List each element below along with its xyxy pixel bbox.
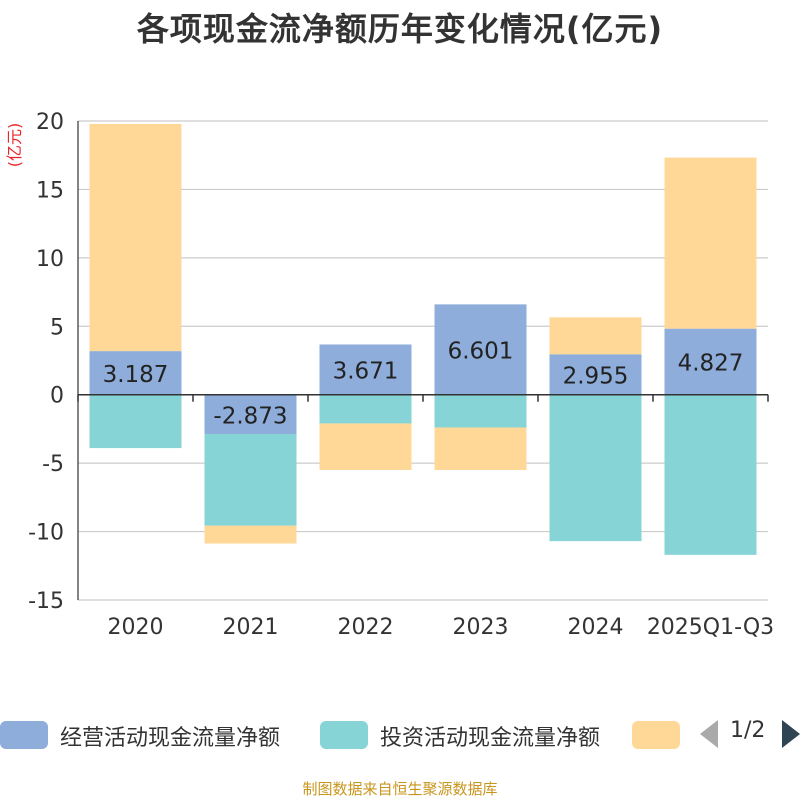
legend: 经营活动现金流量净额 投资活动现金流量净额 [0, 716, 800, 756]
y-tick-label: 0 [50, 384, 64, 409]
legend-swatch-financing [632, 721, 680, 749]
source-footnote: 制图数据来自恒生聚源数据库 [302, 780, 498, 798]
y-tick-label: 20 [36, 110, 64, 135]
legend-page-indicator: 1/2 [730, 718, 766, 743]
legend-label-operating: 经营活动现金流量净额 [60, 726, 281, 751]
bar-series3-2022[interactable] [319, 423, 412, 470]
bar-series3-2021[interactable] [204, 525, 297, 544]
legend-label-investing: 投资活动现金流量净额 [380, 726, 601, 751]
data-label: 6.601 [448, 339, 514, 365]
y-tick-label: -15 [28, 589, 64, 614]
y-tick-label: 5 [50, 315, 64, 340]
y-tick-label: -5 [42, 452, 64, 477]
bar-series2-2025Q1-Q3[interactable] [664, 394, 757, 555]
data-label: 2.955 [563, 363, 629, 389]
x-tick-label: 2022 [338, 615, 394, 640]
legend-swatch-investing [320, 721, 368, 749]
x-tick-label: 2021 [223, 615, 279, 640]
bar-series3-2023[interactable] [434, 427, 527, 470]
legend-prev-page-icon[interactable] [700, 720, 718, 748]
bar-series1-2020[interactable] [89, 351, 182, 395]
bar-series3-2020[interactable] [89, 123, 182, 352]
data-label: -2.873 [213, 403, 287, 429]
legend-swatch-operating [0, 721, 48, 749]
y-tick-label: -10 [28, 521, 64, 546]
bar-series1-2025Q1-Q3[interactable] [664, 328, 757, 395]
x-tick-label: 2023 [453, 615, 509, 640]
x-tick-label: 2020 [108, 615, 164, 640]
chart-title: 各项现金流净额历年变化情况(亿元) [136, 10, 664, 48]
bar-series3-2024[interactable] [549, 317, 642, 355]
bar-series2-2021[interactable] [204, 434, 297, 526]
bar-series1-2023[interactable] [434, 304, 527, 395]
bar-series2-2022[interactable] [319, 394, 412, 424]
bar-series1-2024[interactable] [549, 354, 642, 395]
bar-series2-2023[interactable] [434, 394, 527, 428]
x-tick-label: 2024 [568, 615, 624, 640]
data-label: 4.827 [678, 351, 744, 377]
bar-series2-2024[interactable] [549, 394, 642, 542]
y-tick-label: 10 [36, 247, 64, 272]
bar-series1-2021[interactable] [204, 394, 297, 435]
bar-series2-2020[interactable] [89, 394, 182, 449]
data-label: 3.187 [103, 362, 169, 388]
bar-series3-2025Q1-Q3[interactable] [664, 157, 757, 329]
data-label: 3.671 [333, 359, 399, 385]
legend-next-page-icon[interactable] [782, 720, 800, 748]
chart-area: 20 15 10 5 0 -5 -10 -15 (亿元) 3.187 -2.873 3.671 6.60… [5, 110, 774, 640]
y-axis-label: (亿元) [5, 123, 24, 168]
x-tick-label: 2025Q1-Q3 [647, 615, 774, 640]
y-tick-label: 15 [36, 178, 64, 203]
bar-series1-2022[interactable] [319, 344, 412, 395]
